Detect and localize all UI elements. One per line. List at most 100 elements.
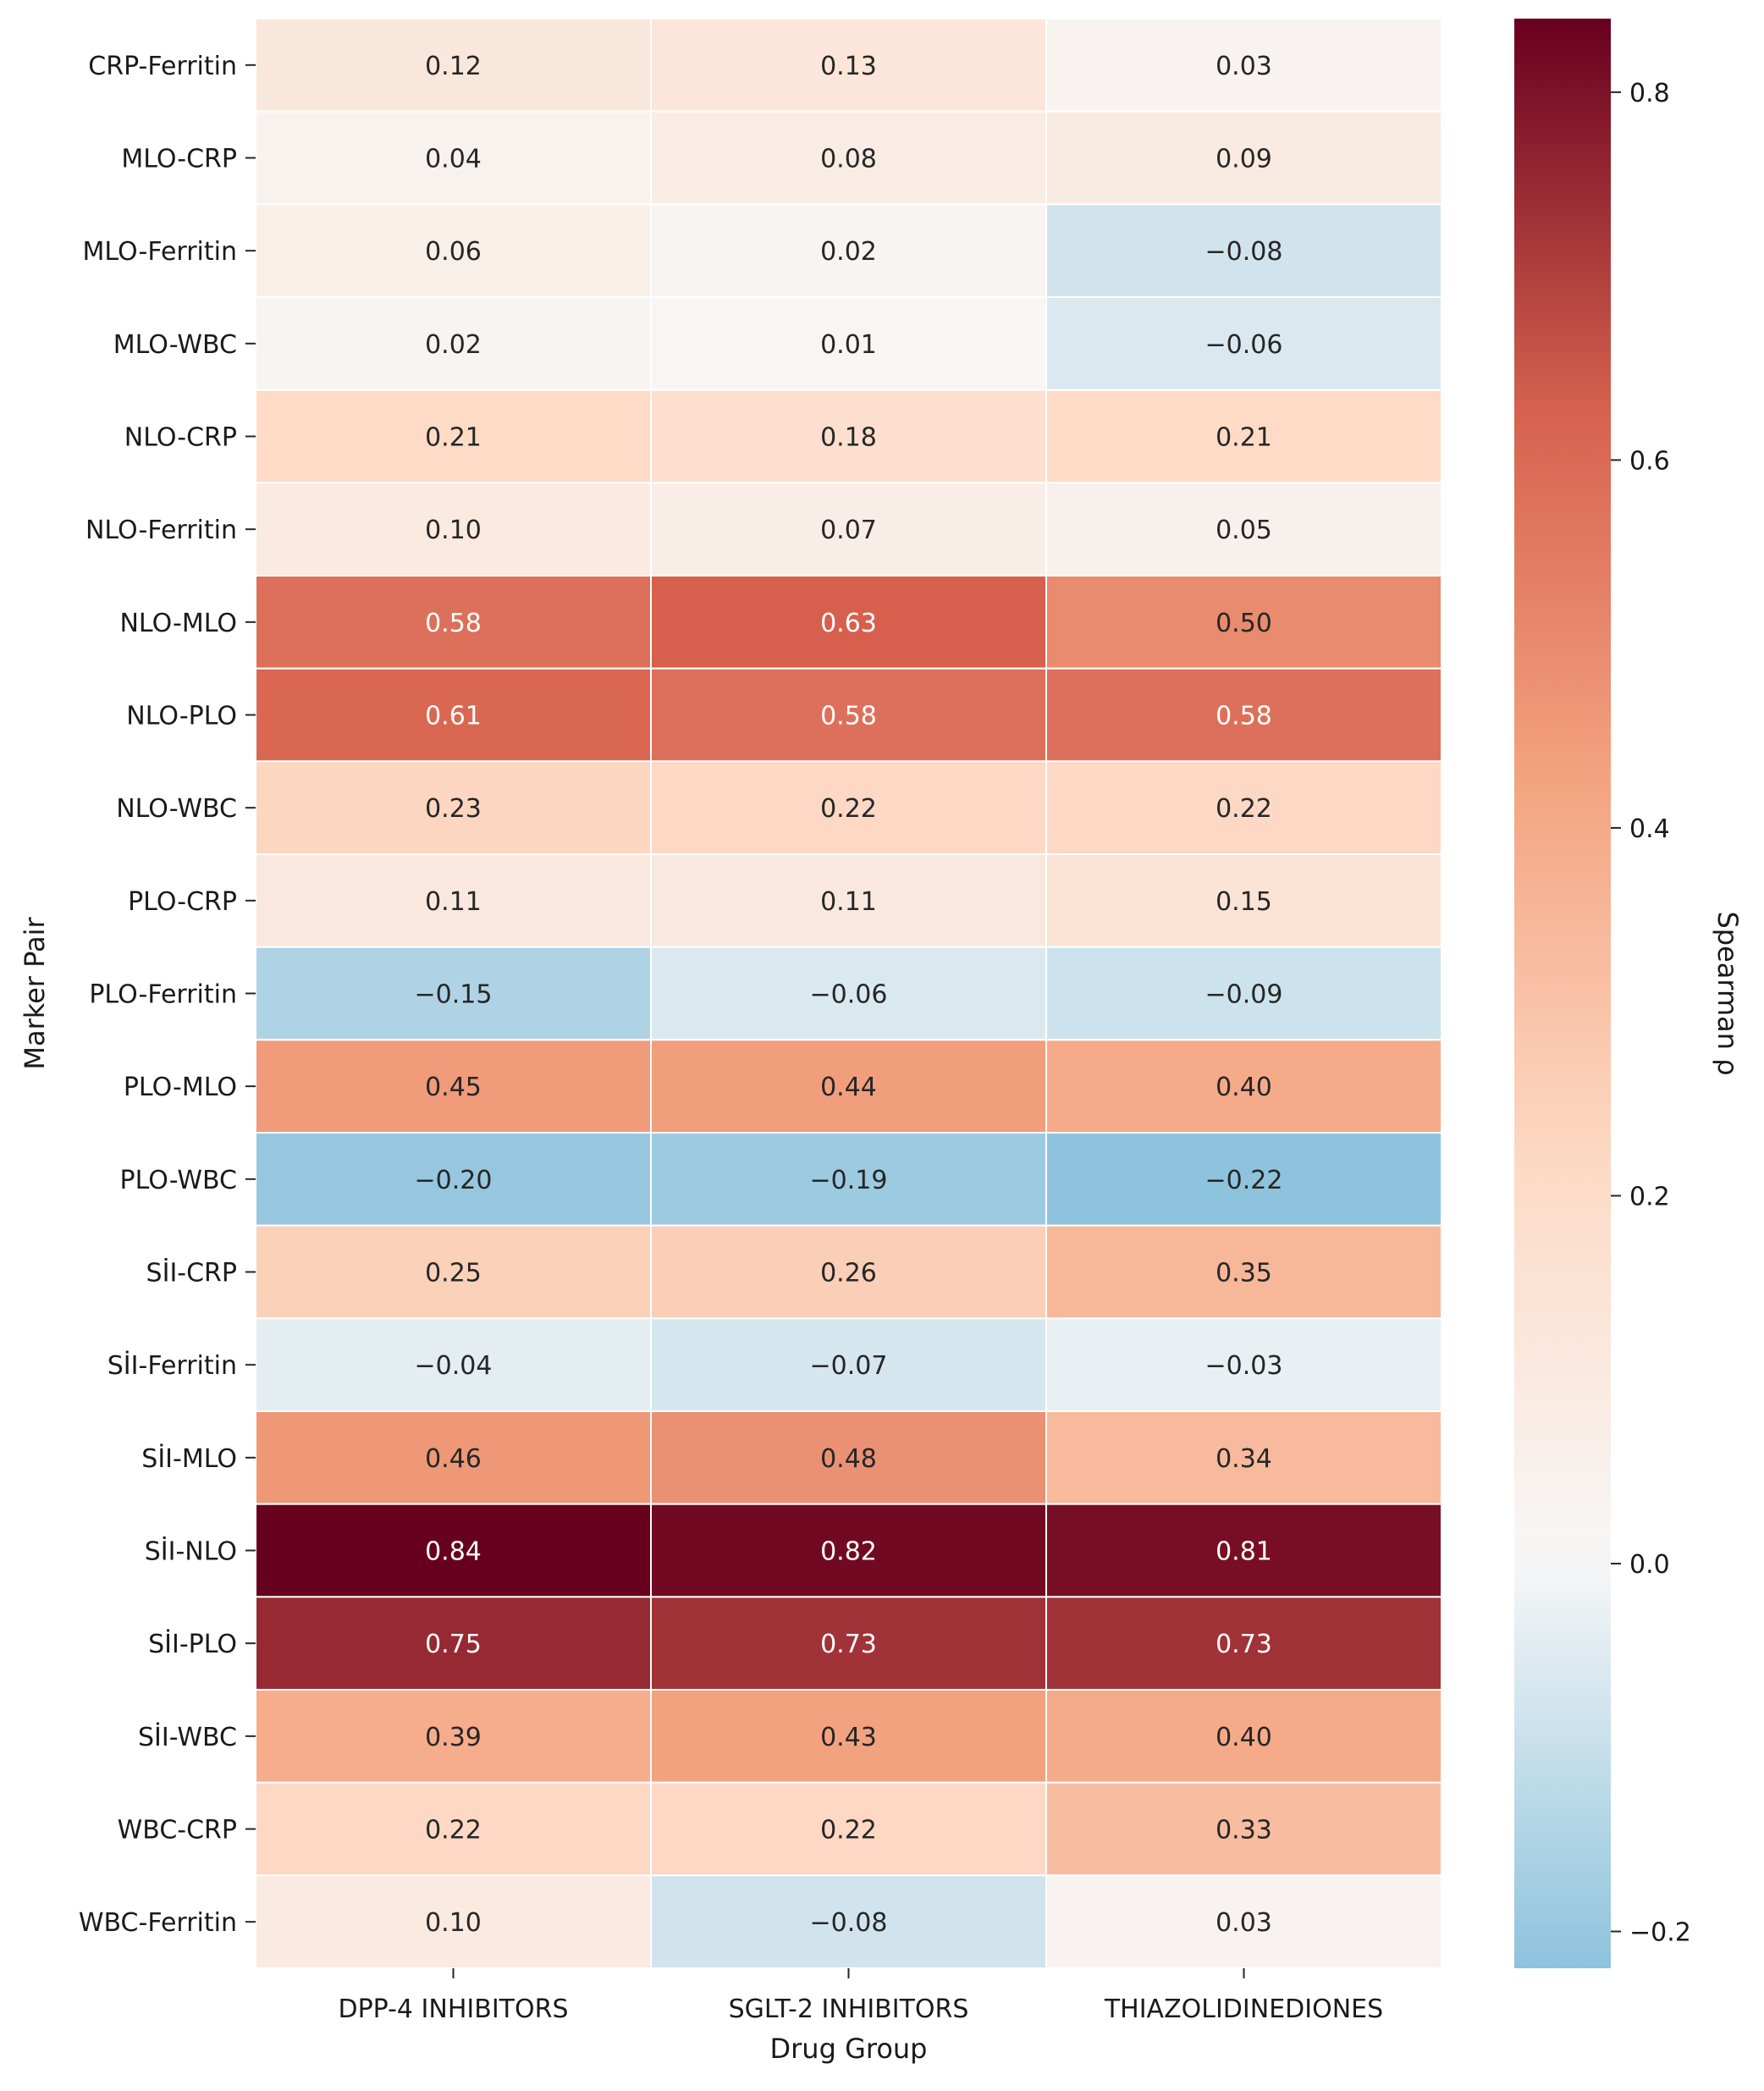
colorbar-tick-label: 0.6	[1629, 446, 1670, 476]
heatmap-cell-sii-mlo-dpp-4-inhibitors	[255, 1410, 652, 1505]
heatmap-cell-nlo-wbc-dpp-4-inhibitors	[255, 760, 652, 855]
y-tick-label: SİI-CRP	[146, 1258, 237, 1288]
heatmap-cell-nlo-wbc-thiazolidinediones	[1045, 760, 1442, 855]
cell-value-label: −0.15	[415, 980, 493, 1010]
heatmap-cell-sii-plo-thiazolidinediones	[1045, 1596, 1442, 1691]
cell-value-label: −0.19	[810, 1166, 888, 1195]
x-tick-label: SGLT-2 INHIBITORS	[729, 1994, 969, 2024]
heatmap-cell-sii-nlo-sglt-2-inhibitors	[650, 1503, 1047, 1598]
heatmap-cell-plo-ferritin-dpp-4-inhibitors	[255, 946, 652, 1041]
heatmap-cell-mlo-crp-sglt-2-inhibitors	[650, 110, 1047, 206]
cell-value-label: 0.03	[1216, 1908, 1272, 1938]
colorbar-tick-label: 0.4	[1629, 814, 1670, 844]
heatmap-cell-wbc-ferritin-dpp-4-inhibitors	[255, 1874, 652, 1969]
x-axis-label: Drug Group	[770, 2033, 928, 2065]
cell-value-label: 0.06	[425, 237, 482, 267]
y-tick-label: NLO-MLO	[119, 609, 237, 638]
heatmap-cell-crp-ferritin-thiazolidinediones	[1045, 18, 1442, 113]
cell-value-label: 0.04	[425, 145, 482, 174]
cell-value-label: 0.13	[820, 52, 877, 81]
cell-value-label: 0.34	[1216, 1444, 1272, 1474]
cell-value-label: 0.33	[1216, 1816, 1272, 1845]
cell-value-labels: 0.12 0.13 0.03 0.04 0.08 0.09 0.06 0.02 −0.08 0.0…	[415, 52, 1283, 1938]
x-tick-label: THIAZOLIDINEDIONES	[1104, 1994, 1383, 2024]
y-tick-label: WBC-Ferritin	[79, 1908, 237, 1938]
heatmap-cell-sii-nlo-thiazolidinediones	[1045, 1503, 1442, 1598]
heatmap-cell-nlo-crp-dpp-4-inhibitors	[255, 389, 652, 484]
cell-value-label: 0.07	[820, 516, 877, 545]
cell-value-label: 0.58	[1216, 702, 1272, 731]
cell-value-label: 0.22	[425, 1816, 482, 1845]
cell-value-label: 0.05	[1216, 516, 1272, 545]
heatmap-cell-plo-crp-dpp-4-inhibitors	[255, 853, 652, 948]
heatmap-cell-mlo-wbc-thiazolidinediones	[1045, 296, 1442, 391]
y-tick-label: MLO-WBC	[113, 330, 237, 360]
heatmap-cell-nlo-crp-sglt-2-inhibitors	[650, 389, 1047, 484]
heatmap-cell-crp-ferritin-dpp-4-inhibitors	[255, 18, 652, 113]
cell-value-label: 0.58	[820, 702, 877, 731]
y-tick-label: MLO-CRP	[121, 145, 237, 174]
heatmap-cell-sii-mlo-thiazolidinediones	[1045, 1410, 1442, 1505]
y-tick-label: NLO-PLO	[126, 702, 237, 731]
heatmap-cell-crp-ferritin-sglt-2-inhibitors	[650, 18, 1047, 113]
cell-value-label: 0.25	[425, 1259, 482, 1288]
heatmap-cell-plo-wbc-dpp-4-inhibitors	[255, 1132, 652, 1227]
heatmap-cell-nlo-plo-sglt-2-inhibitors	[650, 667, 1047, 763]
cell-value-label: −0.22	[1205, 1166, 1283, 1195]
heatmap-cell-sii-ferritin-dpp-4-inhibitors	[255, 1317, 652, 1413]
heatmap-cell-mlo-wbc-dpp-4-inhibitors	[255, 296, 652, 391]
cell-value-label: 0.22	[1216, 794, 1272, 824]
cell-value-label: 0.73	[1216, 1630, 1272, 1659]
cell-value-label: 0.18	[820, 423, 877, 453]
heatmap-cell-plo-mlo-thiazolidinediones	[1045, 1039, 1442, 1134]
heatmap-cell-plo-crp-thiazolidinediones	[1045, 853, 1442, 948]
cell-value-label: −0.20	[415, 1166, 493, 1195]
heatmap-cell-nlo-mlo-dpp-4-inhibitors	[255, 575, 652, 670]
heatmap-cell-sii-crp-thiazolidinediones	[1045, 1224, 1442, 1320]
cell-value-label: 0.22	[820, 1816, 877, 1845]
cell-value-label: −0.08	[1205, 237, 1283, 267]
colorbar-label: Spearman ρ	[1712, 911, 1744, 1075]
heatmap-cell-plo-mlo-sglt-2-inhibitors	[650, 1039, 1047, 1134]
y-tick-label: PLO-Ferritin	[89, 980, 237, 1010]
cell-value-label: 0.40	[1216, 1723, 1272, 1752]
heatmap-cells	[255, 18, 1442, 1969]
heatmap-cell-nlo-mlo-sglt-2-inhibitors	[650, 575, 1047, 670]
colorbar-tick-label: 0.0	[1629, 1550, 1670, 1580]
cell-value-label: 0.73	[820, 1630, 877, 1659]
cell-value-label: 0.43	[820, 1723, 877, 1752]
x-tick-label: DPP-4 INHIBITORS	[338, 1994, 568, 2024]
cell-value-label: 0.03	[1216, 52, 1272, 81]
cell-value-label: −0.03	[1205, 1351, 1283, 1381]
heatmap-cell-sii-wbc-sglt-2-inhibitors	[650, 1689, 1047, 1784]
y-tick-label: WBC-CRP	[118, 1816, 237, 1845]
cell-value-label: −0.04	[415, 1351, 493, 1381]
heatmap-cell-nlo-crp-thiazolidinediones	[1045, 389, 1442, 484]
heatmap-cell-nlo-plo-dpp-4-inhibitors	[255, 667, 652, 763]
y-tick-label: NLO-WBC	[116, 794, 237, 824]
cell-value-label: 0.21	[425, 423, 482, 453]
cell-value-label: −0.06	[810, 980, 888, 1010]
cell-value-label: −0.07	[810, 1351, 888, 1381]
heatmap-cell-nlo-mlo-thiazolidinediones	[1045, 575, 1442, 670]
heatmap-cell-nlo-plo-thiazolidinediones	[1045, 667, 1442, 763]
cell-value-label: 0.11	[425, 887, 482, 917]
y-tick-label: PLO-MLO	[124, 1073, 237, 1102]
colorbar-tick-label: 0.8	[1629, 79, 1670, 108]
heatmap-cell-sii-mlo-sglt-2-inhibitors	[650, 1410, 1047, 1505]
heatmap-cell-plo-ferritin-thiazolidinediones	[1045, 946, 1442, 1041]
cell-value-label: 0.02	[820, 237, 877, 267]
cell-value-label: 0.61	[425, 702, 482, 731]
colorbar-tick-label: 0.2	[1629, 1182, 1670, 1211]
cell-value-label: 0.15	[1216, 887, 1272, 917]
y-tick-label: NLO-CRP	[124, 423, 237, 453]
cell-value-label: 0.12	[425, 52, 482, 81]
heatmap-cell-mlo-ferritin-sglt-2-inhibitors	[650, 203, 1047, 298]
cell-value-label: 0.48	[820, 1444, 877, 1474]
colorbar: −0.2 0.0 0.2 0.4 0.6 0.8	[1514, 19, 1691, 1968]
heatmap-cell-sii-ferritin-thiazolidinediones	[1045, 1317, 1442, 1413]
heatmap-cell-sii-nlo-dpp-4-inhibitors	[255, 1503, 652, 1598]
cell-value-label: 0.82	[820, 1537, 877, 1567]
cell-value-label: 0.44	[820, 1073, 877, 1102]
colorbar-gradient	[1514, 19, 1611, 1968]
